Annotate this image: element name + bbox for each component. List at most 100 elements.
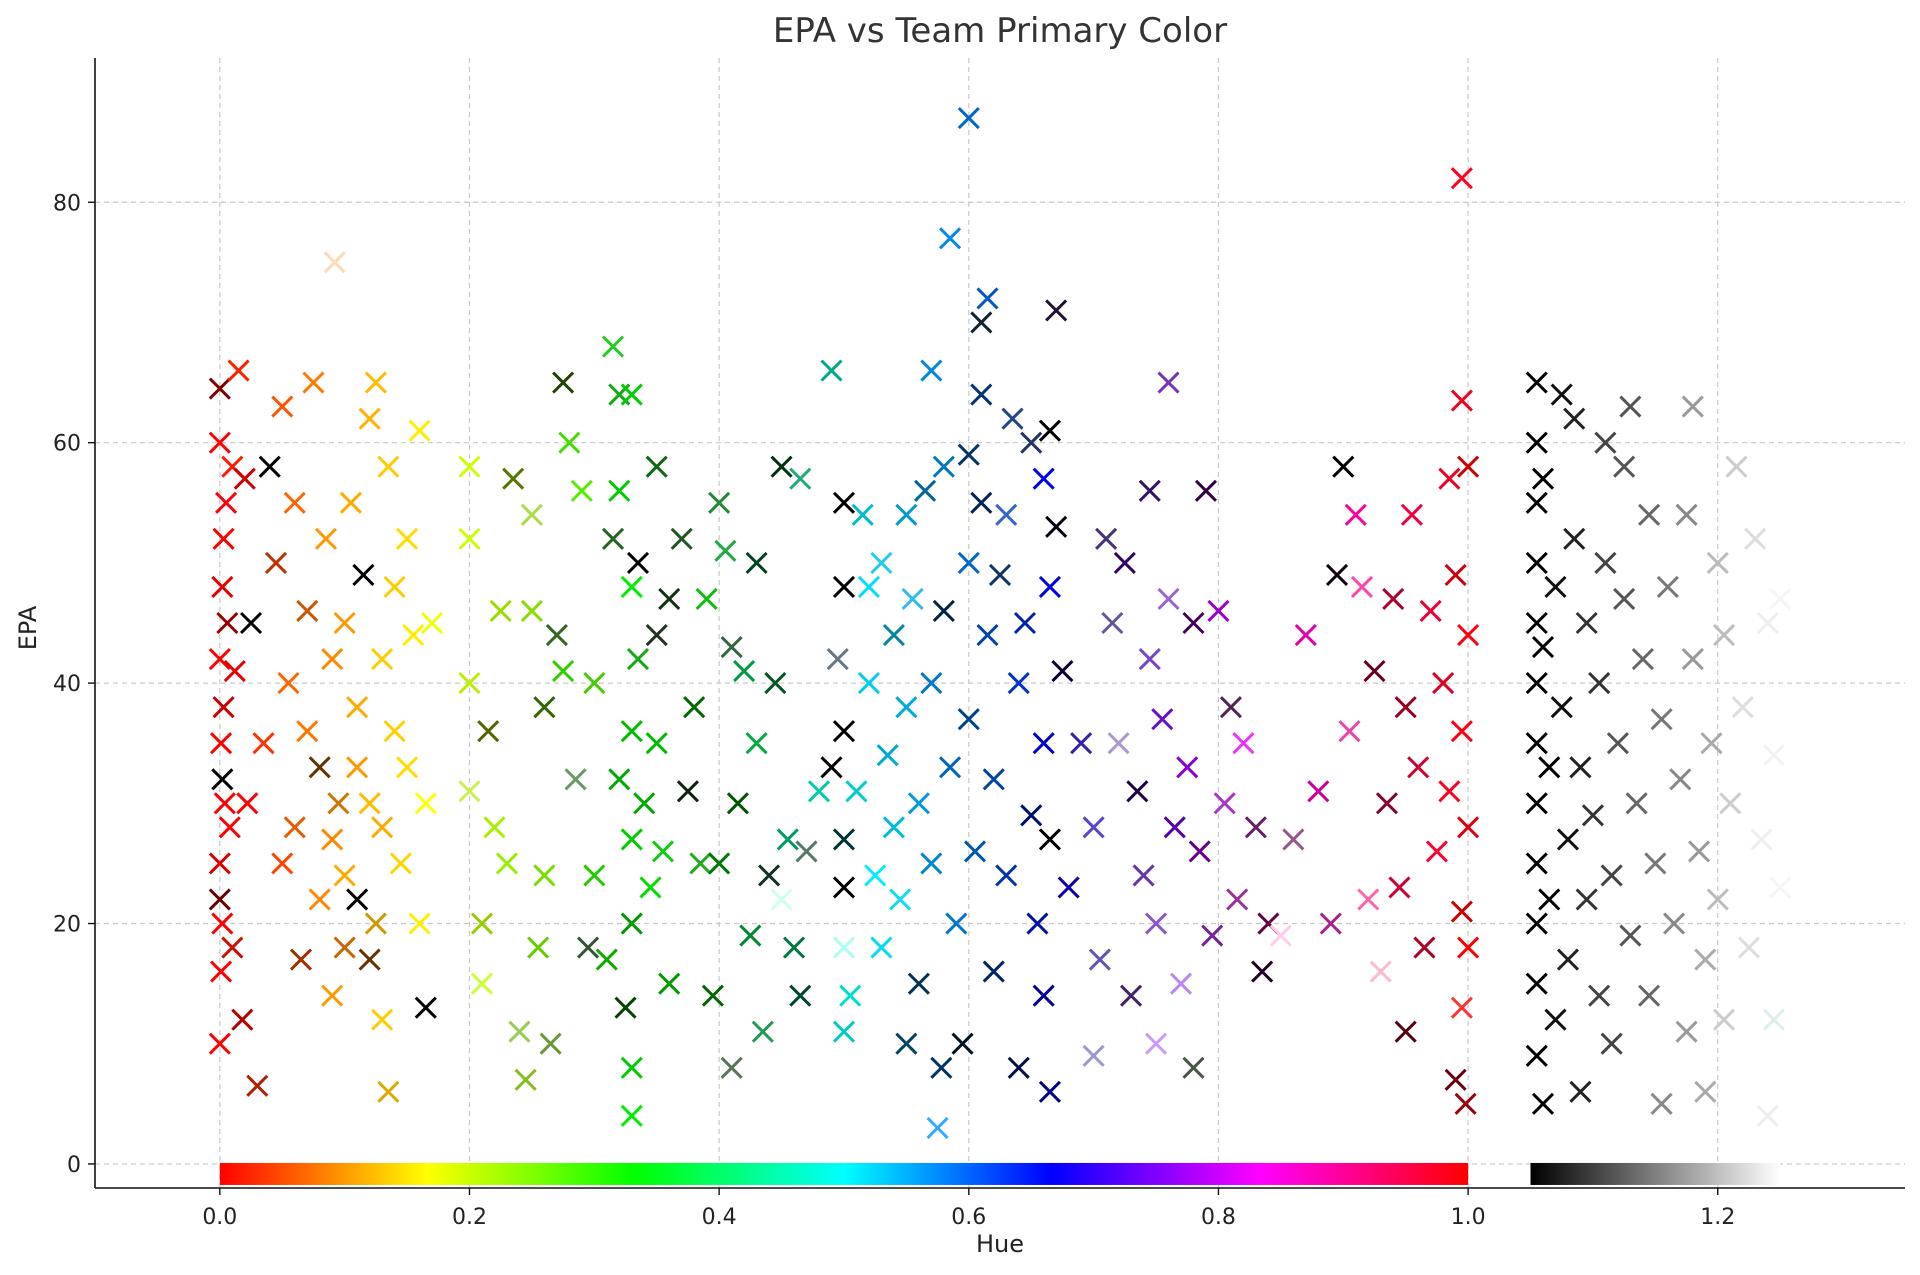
data-point <box>651 840 675 863</box>
data-point <box>1712 623 1736 647</box>
data-point <box>695 587 718 611</box>
data-point <box>895 696 918 719</box>
data-point <box>658 972 681 995</box>
data-point <box>1357 888 1380 911</box>
data-point <box>745 551 768 574</box>
data-point <box>221 936 244 959</box>
data-point <box>595 948 618 971</box>
data-point <box>1594 431 1617 454</box>
data-point <box>1038 575 1061 598</box>
y-tick-label: 80 <box>53 191 81 216</box>
data-point <box>502 467 525 490</box>
data-point <box>358 792 381 815</box>
data-point <box>321 984 344 1007</box>
data-point <box>1650 708 1673 731</box>
data-point <box>1032 467 1055 490</box>
data-point <box>296 720 319 743</box>
data-point <box>1450 900 1473 923</box>
data-point <box>1638 503 1661 526</box>
data-point <box>857 575 880 598</box>
data-point <box>795 840 818 863</box>
data-point <box>708 491 731 514</box>
data-point <box>832 491 856 514</box>
data-point <box>545 623 568 647</box>
data-point <box>1032 984 1055 1007</box>
data-point <box>708 852 731 875</box>
data-point <box>383 575 406 598</box>
data-point <box>1001 407 1024 430</box>
data-point <box>1132 864 1155 887</box>
data-point <box>789 467 812 490</box>
data-point <box>1201 924 1224 947</box>
data-point <box>1525 611 1548 635</box>
data-point <box>1144 912 1168 935</box>
data-point <box>1444 563 1467 586</box>
data-point <box>820 359 843 382</box>
data-point <box>583 672 606 695</box>
data-point <box>396 527 419 550</box>
data-point <box>1344 503 1367 526</box>
data-point <box>346 696 369 719</box>
data-point <box>1126 780 1149 803</box>
data-point <box>1051 660 1074 683</box>
data-point <box>321 648 344 671</box>
data-point <box>764 672 787 695</box>
data-point <box>212 527 235 550</box>
data-point <box>352 563 375 586</box>
data-point <box>1694 948 1717 971</box>
data-point <box>327 792 350 815</box>
data-point <box>414 792 437 815</box>
data-point <box>1045 299 1068 322</box>
data-point <box>1188 840 1211 863</box>
data-point <box>1232 732 1255 755</box>
data-point <box>339 491 362 514</box>
data-point <box>645 623 668 647</box>
data-point <box>208 888 231 911</box>
data-point <box>1525 792 1548 815</box>
data-point <box>1600 864 1623 887</box>
y-axis-label: EPA <box>14 605 42 650</box>
data-point <box>564 768 587 791</box>
data-point <box>1307 780 1330 803</box>
data-point <box>210 960 233 983</box>
data-point <box>620 383 643 406</box>
data-point <box>346 756 369 779</box>
x-tick-label: 1.2 <box>1700 1205 1735 1230</box>
data-point <box>932 455 955 478</box>
data-point <box>970 383 993 406</box>
data-point <box>1038 1080 1061 1103</box>
data-point <box>1007 672 1030 695</box>
data-point <box>1750 828 1773 851</box>
data-point <box>236 792 259 815</box>
data-point <box>321 828 344 851</box>
data-point <box>364 371 387 394</box>
data-point <box>845 780 868 803</box>
data-point <box>1619 395 1642 418</box>
data-point <box>870 551 893 574</box>
data-point <box>1663 912 1686 935</box>
data-point <box>951 1032 974 1055</box>
data-point <box>658 587 681 611</box>
data-point <box>271 395 294 418</box>
data-point <box>957 107 980 130</box>
data-point <box>1606 732 1629 755</box>
data-point <box>246 1074 269 1097</box>
data-point <box>970 491 993 514</box>
data-point <box>1756 611 1779 635</box>
data-point <box>1444 1068 1467 1091</box>
data-point <box>208 1032 231 1055</box>
data-point <box>1450 720 1473 743</box>
data-point <box>1563 407 1586 430</box>
x-tick-label: 0.2 <box>452 1205 487 1230</box>
data-point <box>1432 672 1455 695</box>
data-point <box>1425 840 1448 863</box>
data-point <box>520 599 543 623</box>
data-point <box>1120 984 1143 1007</box>
data-point <box>1569 1080 1592 1103</box>
data-point <box>420 611 444 635</box>
data-point <box>739 924 762 947</box>
data-point <box>1219 696 1242 719</box>
data-point <box>957 443 980 466</box>
data-point <box>458 455 481 478</box>
data-point <box>932 599 955 623</box>
